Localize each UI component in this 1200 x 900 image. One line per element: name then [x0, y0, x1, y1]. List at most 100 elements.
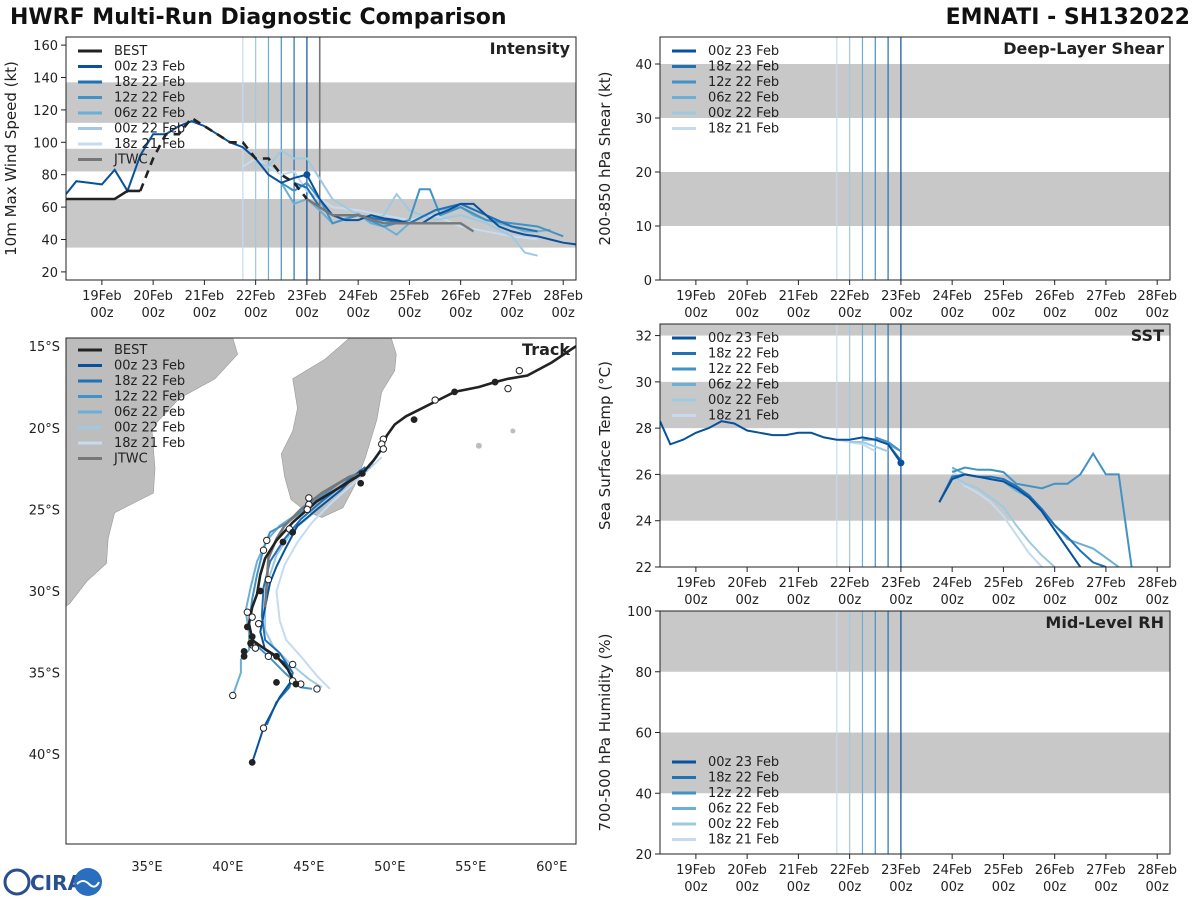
- rh-xtick-hour-2: 00z: [787, 880, 811, 895]
- intensity-run-line-1: [293, 181, 538, 233]
- intensity-best-dashed-line: [139, 116, 308, 200]
- intensity-panel: 20 40 60 80 100 120 140 160 19Feb 00z 20Feb 00z 21Fe…: [2, 36, 583, 321]
- track-best-marker-12: [240, 652, 248, 660]
- rh-ytick-label-3: 80: [635, 666, 652, 681]
- sst-xtick-hour-3: 00z: [838, 593, 862, 608]
- track-best-marker-4: [357, 479, 365, 487]
- sst-xtick-day-1: 20Feb: [727, 576, 767, 591]
- rh-panel: 20 40 60 80 100 19Feb 00z 20Feb 00z 21Feb 00z 22Feb…: [596, 605, 1177, 895]
- shear-xtick-hour-7: 00z: [1043, 306, 1067, 321]
- intensity-xtick-hour-1: 00z: [141, 306, 165, 321]
- track-lat-label-2: 25°S: [29, 503, 60, 518]
- rh-ytick-label-0: 20: [635, 848, 652, 863]
- track-best-marker-7: [256, 587, 264, 595]
- sst-xtick-hour-8: 00z: [1094, 593, 1118, 608]
- reunion-island: [475, 442, 482, 449]
- track-legend-run-3: 06z 22 Feb: [114, 405, 185, 420]
- track-open-marker-22: [313, 685, 321, 693]
- sst-xtick-hour-6: 00z: [992, 593, 1016, 608]
- intensity-xtick-day-5: 24Feb: [338, 289, 378, 304]
- shear-ytick-label-2: 20: [635, 166, 652, 181]
- intensity-frame: [65, 36, 577, 281]
- shear-xtick-day-0: 19Feb: [676, 289, 716, 304]
- rh-xtick-day-4: 23Feb: [881, 863, 921, 878]
- track-open-marker-2: [431, 396, 439, 404]
- rh-xtick-hour-9: 00z: [1145, 880, 1169, 895]
- sst-legend-run-4: 00z 22 Feb: [708, 393, 779, 408]
- sst-ytick-label-3: 28: [635, 422, 652, 437]
- sst-run-line-8: [849, 441, 889, 453]
- track-legend-jtwc: JTWC: [113, 452, 148, 467]
- rh-band-1: [660, 611, 1170, 672]
- intensity-xtick-day-0: 19Feb: [82, 289, 122, 304]
- rh-band-0: [660, 732, 1170, 794]
- rh-ytick-label-2: 60: [635, 727, 652, 742]
- sst-xtick-hour-9: 00z: [1145, 593, 1169, 608]
- track-lon-label-5: 60°E: [536, 860, 567, 875]
- sst-band-2: [660, 324, 1170, 336]
- track-open-marker-11: [259, 546, 268, 554]
- rh-xtick-hour-6: 00z: [992, 880, 1016, 895]
- shear-xtick-day-7: 26Feb: [1035, 289, 1075, 304]
- intensity-run-line-5: [242, 157, 538, 241]
- intensity-xtick-hour-3: 00z: [244, 306, 268, 321]
- intensity-run-line-4: [255, 149, 538, 257]
- africa-landmass: [66, 338, 238, 607]
- sst-run-line-1: [938, 473, 1082, 567]
- shear-xtick-day-9: 28Feb: [1137, 289, 1177, 304]
- rh-xtick-day-9: 28Feb: [1137, 863, 1177, 878]
- intensity-band-2: [66, 82, 576, 123]
- intensity-xtick-hour-0: 00z: [90, 306, 114, 321]
- shear-band-0: [660, 172, 1170, 226]
- shear-xtick-hour-9: 00z: [1145, 306, 1169, 321]
- track-lat-label-1: 20°S: [29, 422, 60, 437]
- track-lon-label-0: 35°E: [131, 860, 162, 875]
- rh-ytick-label-4: 100: [627, 605, 652, 620]
- intensity-legend-run-5: 18z 21 Feb: [114, 137, 185, 152]
- rh-title: Mid-Level RH: [1045, 613, 1164, 632]
- track-best-marker-14: [273, 679, 280, 686]
- sst-xtick-day-4: 23Feb: [881, 576, 921, 591]
- rh-xtick-day-8: 27Feb: [1086, 863, 1126, 878]
- storm-id: EMNATI - SH132022: [946, 5, 1190, 30]
- rh-xtick-day-7: 26Feb: [1035, 863, 1075, 878]
- shear-xtick-hour-4: 00z: [889, 306, 913, 321]
- shear-ytick-label-0: 0: [644, 274, 652, 289]
- intensity-xtick-day-3: 22Feb: [236, 289, 276, 304]
- shear-xtick-day-8: 27Feb: [1086, 289, 1126, 304]
- track-lat-label-5: 40°S: [29, 748, 60, 763]
- intensity-legend-run-3: 06z 22 Feb: [114, 106, 185, 121]
- intensity-ytick-label-4: 100: [33, 136, 58, 151]
- track-panel: 15°S 20°S 25°S 30°S 35°S 40°S 35°E 40°E 45°E 50°E…: [29, 337, 577, 875]
- shear-legend-run-2: 12z 22 Feb: [708, 75, 779, 90]
- shear-xtick-hour-1: 00z: [735, 306, 759, 321]
- track-frame: [65, 337, 577, 845]
- sst-run-line-11: [951, 469, 1043, 567]
- track-open-marker-19: [288, 660, 297, 669]
- rh-xtick-hour-0: 00z: [684, 880, 708, 895]
- track-run-line-1: [260, 466, 367, 726]
- track-open-marker-7: [303, 505, 311, 514]
- shear-xtick-hour-2: 00z: [787, 306, 811, 321]
- sst-run-line-9: [951, 473, 1056, 567]
- track-open-marker-8: [305, 494, 313, 502]
- track-legend-run-0: 00z 23 Feb: [114, 359, 185, 374]
- track-best-marker-9: [248, 633, 256, 641]
- track-open-marker-5: [379, 445, 388, 453]
- shear-ytick-label-3: 30: [635, 112, 652, 127]
- sst-xtick-hour-4: 00z: [889, 593, 913, 608]
- sst-ytick-label-1: 24: [635, 515, 652, 530]
- sst-xtick-day-7: 26Feb: [1035, 576, 1075, 591]
- shear-panel: 0 10 20 30 40 19Feb 00z 20Feb 00z 21Feb 00z 22Feb 00…: [596, 36, 1177, 321]
- sst-xtick-day-6: 25Feb: [984, 576, 1024, 591]
- sst-run-line-0: [660, 420, 902, 464]
- intensity-legend-best: BEST: [114, 44, 147, 59]
- sst-xtick-hour-2: 00z: [787, 593, 811, 608]
- sst-xtick-hour-5: 00z: [940, 593, 964, 608]
- track-best-marker-11: [240, 647, 248, 655]
- shear-ytick-label-4: 40: [635, 58, 652, 73]
- shear-xtick-hour-5: 00z: [940, 306, 964, 321]
- sst-ylabel: Sea Surface Temp (°C): [596, 361, 614, 530]
- track-legend-run-4: 00z 22 Feb: [114, 421, 185, 436]
- track-open-marker-10: [263, 536, 271, 545]
